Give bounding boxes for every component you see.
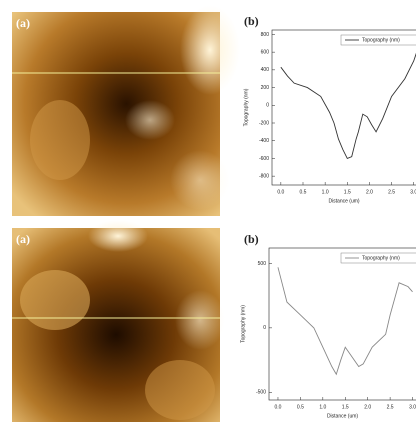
data-line — [278, 267, 413, 374]
y-tick-label: 800 — [261, 32, 270, 38]
afm-image — [12, 220, 225, 422]
x-tick-label: 0.5 — [300, 189, 307, 195]
afm-image — [12, 5, 240, 216]
figure: (a)(b)8006004002000-200-400-600-8000.00.… — [0, 0, 416, 422]
plot-frame — [269, 248, 416, 400]
x-tick-label: 2.0 — [364, 404, 371, 410]
x-tick-label: 2.5 — [388, 189, 395, 195]
y-tick-label: 400 — [261, 67, 270, 73]
y-tick-label: 0 — [266, 103, 269, 109]
x-axis-label: Distance (um) — [328, 198, 359, 204]
y-tick-label: 0 — [263, 325, 266, 331]
x-tick-label: 3.0 — [410, 189, 416, 195]
x-tick-label: 1.5 — [344, 189, 351, 195]
y-tick-label: 600 — [261, 49, 270, 55]
plot-frame — [272, 30, 416, 185]
y-tick-label: -200 — [259, 120, 269, 126]
x-tick-label: 0.5 — [297, 404, 304, 410]
image-label: (a) — [16, 232, 30, 246]
y-tick-label: -500 — [256, 390, 266, 396]
page: (a)(b)8006004002000-200-400-600-8000.00.… — [0, 0, 416, 422]
x-tick-label: 1.0 — [319, 404, 326, 410]
legend-label: Topography (nm) — [362, 37, 400, 43]
y-tick-label: 500 — [258, 261, 267, 267]
x-tick-label: 1.0 — [322, 189, 329, 195]
y-tick-label: -800 — [259, 173, 269, 179]
x-axis-label: Distance (um) — [327, 413, 358, 419]
legend-label: Topography (nm) — [362, 255, 400, 261]
panel-label: (b) — [244, 14, 259, 28]
panel-label: (b) — [244, 232, 259, 246]
data-line — [281, 48, 416, 159]
x-tick-label: 1.5 — [342, 404, 349, 410]
x-tick-label: 0.0 — [274, 404, 281, 410]
y-tick-label: -400 — [259, 138, 269, 144]
x-tick-label: 0.0 — [277, 189, 284, 195]
y-axis-label: Topography (nm) — [243, 88, 249, 126]
y-tick-label: -600 — [259, 156, 269, 162]
x-tick-label: 2.0 — [366, 189, 373, 195]
image-label: (a) — [16, 16, 30, 30]
y-axis-label: Topography (nm) — [240, 305, 246, 343]
y-tick-label: 200 — [261, 85, 270, 91]
x-tick-label: 2.5 — [387, 404, 394, 410]
x-tick-label: 3.0 — [409, 404, 416, 410]
